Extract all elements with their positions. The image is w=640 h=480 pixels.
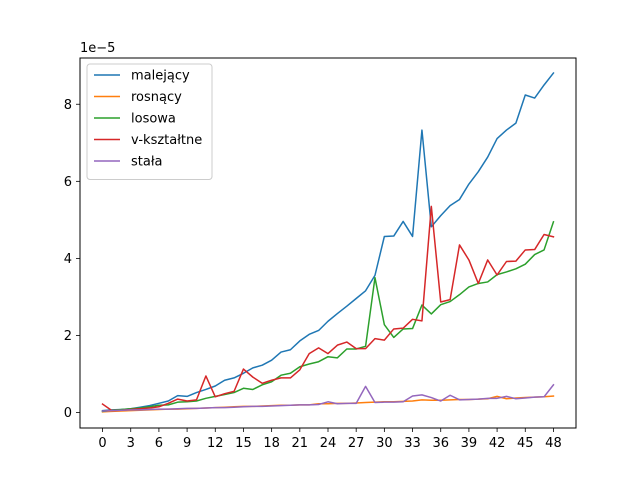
x-tick-label: 36	[432, 436, 449, 451]
x-tick-label: 9	[183, 436, 191, 451]
legend-label-2: losowa	[131, 112, 176, 127]
y-axis: 0 2 4 6 8	[64, 98, 80, 421]
series-line-3	[101, 205, 555, 412]
x-tick-label: 27	[348, 436, 365, 451]
legend: malejący rosnący losowa v-kształtne stała	[86, 63, 213, 180]
x-tick-label: 42	[489, 436, 506, 451]
x-tick-label: 6	[155, 436, 163, 451]
y-offset-label: 1e−5	[80, 41, 115, 56]
y-tick-label: 8	[64, 98, 72, 113]
x-tick-label: 15	[235, 436, 252, 451]
series-layer	[101, 71, 555, 413]
x-tick-label: 48	[545, 436, 562, 451]
legend-label-0: malejący	[131, 69, 190, 84]
x-tick-label: 33	[404, 436, 421, 451]
x-tick-label: 21	[292, 436, 309, 451]
x-axis: 0 3 6 9 12 15 18 21 24 27 30 33 36 39 42 45 48	[98, 428, 562, 451]
legend-label-1: rosnący	[131, 90, 182, 105]
x-tick-label: 12	[207, 436, 224, 451]
x-tick-label: 0	[98, 436, 106, 451]
series-line-4	[101, 383, 555, 412]
y-tick-label: 2	[64, 329, 72, 344]
x-tick-label: 30	[376, 436, 393, 451]
legend-box	[86, 63, 213, 180]
x-tick-label: 24	[320, 436, 337, 451]
legend-label-4: stała	[131, 155, 163, 170]
y-tick-label: 4	[64, 252, 72, 267]
y-tick-label: 6	[64, 175, 72, 190]
series-line-0	[101, 71, 555, 412]
x-tick-label: 45	[517, 436, 534, 451]
x-tick-label: 3	[127, 436, 135, 451]
x-tick-label: 39	[461, 436, 478, 451]
x-tick-label: 18	[263, 436, 280, 451]
legend-label-3: v-kształtne	[131, 133, 202, 148]
y-tick-label: 0	[64, 406, 72, 421]
